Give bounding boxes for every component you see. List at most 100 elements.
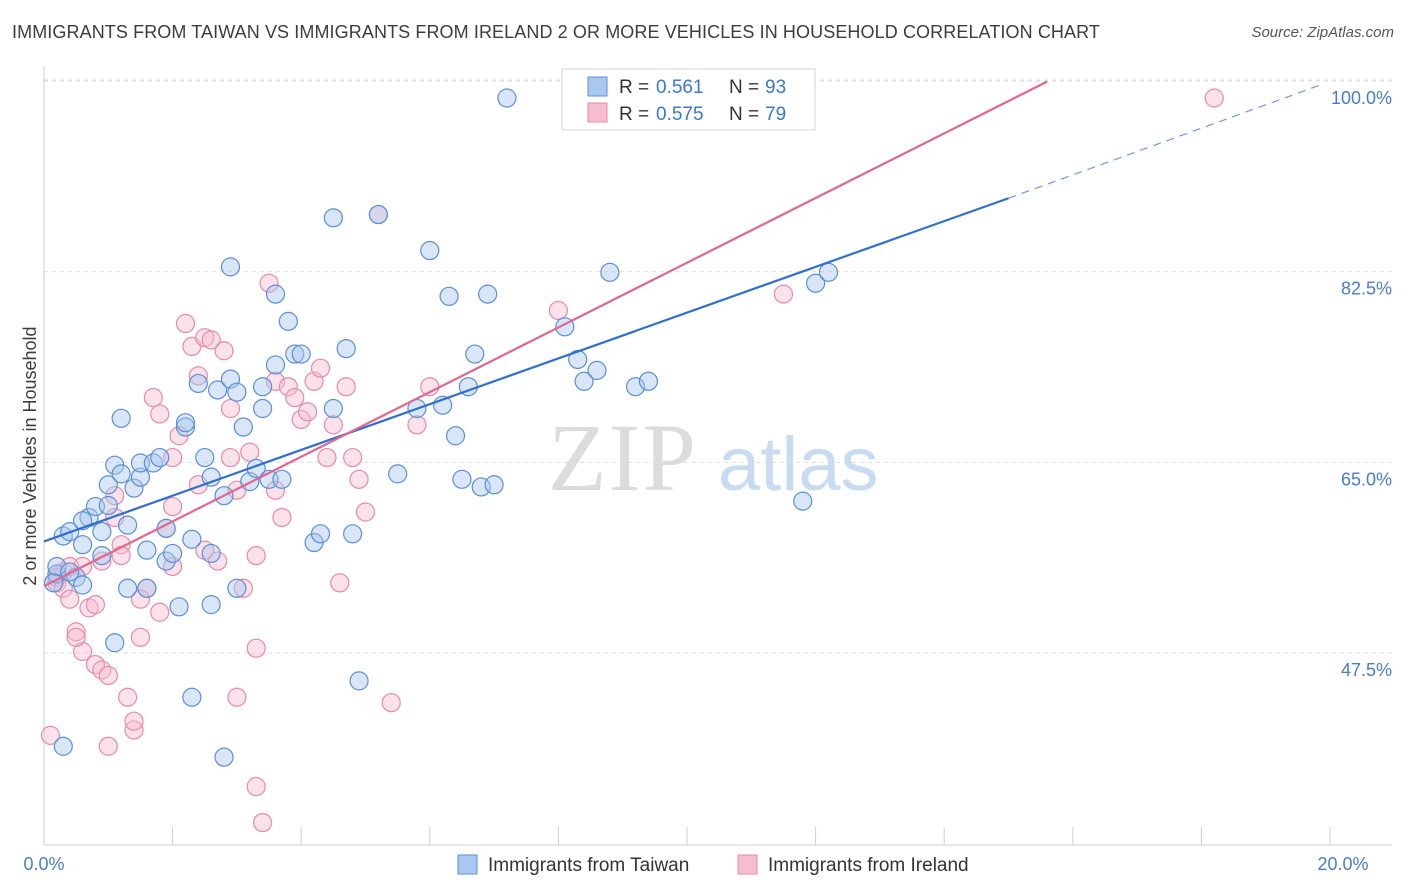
taiwan-point xyxy=(220,257,241,277)
legend-swatch-taiwan xyxy=(587,76,608,97)
y-tick-label: 100.0% xyxy=(1331,88,1392,108)
ireland-point xyxy=(98,665,118,686)
ireland-point xyxy=(272,507,292,528)
ireland-point xyxy=(407,415,427,435)
taiwan-point xyxy=(439,286,459,306)
taiwan-point xyxy=(195,447,215,468)
legend-n-label-taiwan: N = xyxy=(729,77,759,98)
ireland-point xyxy=(208,551,228,571)
x-tick-label-max: 20.0% xyxy=(1317,854,1368,874)
ireland-point xyxy=(201,330,221,350)
ireland-point xyxy=(355,502,376,522)
ireland-point xyxy=(278,377,298,397)
ireland-point xyxy=(298,402,318,422)
ireland-point xyxy=(310,358,331,378)
ireland-point xyxy=(214,341,234,361)
taiwan-point xyxy=(349,671,369,691)
ireland-point xyxy=(66,622,86,642)
taiwan-point xyxy=(92,522,112,542)
taiwan-point xyxy=(182,687,202,707)
ireland-point xyxy=(336,377,356,397)
source-label: Source: ZipAtlas.com xyxy=(1251,24,1394,41)
ireland-point xyxy=(188,366,208,386)
taiwan-point xyxy=(137,540,157,560)
taiwan-trend-line xyxy=(43,197,1009,543)
legend-swatch-ireland xyxy=(587,102,608,123)
taiwan-point xyxy=(117,515,138,535)
taiwan-point xyxy=(343,524,363,544)
bottom-legend-swatch-ireland xyxy=(737,854,758,875)
taiwan-point xyxy=(323,208,343,228)
taiwan-point xyxy=(150,447,170,468)
y-tick-label: 47.5% xyxy=(1341,660,1392,680)
y-tick-label: 65.0% xyxy=(1341,469,1392,489)
ireland-point xyxy=(40,725,61,745)
trend-lines xyxy=(43,80,1324,588)
taiwan-point xyxy=(323,398,343,419)
taiwan-point xyxy=(111,408,131,428)
ireland-point xyxy=(143,388,163,408)
series-legend: Immigrants from Taiwan Immigrants from I… xyxy=(457,854,969,876)
x-tick-label-min: 0.0% xyxy=(23,854,64,874)
taiwan-points xyxy=(44,88,839,767)
taiwan-point xyxy=(182,529,202,549)
ireland-point xyxy=(285,388,305,408)
ireland-point xyxy=(1204,88,1224,108)
taiwan-point xyxy=(137,578,157,598)
ireland-point xyxy=(259,273,279,293)
ireland-point xyxy=(105,486,125,506)
legend-r-label-taiwan: R = xyxy=(619,77,649,98)
taiwan-point xyxy=(265,355,286,375)
taiwan-point xyxy=(163,543,183,564)
taiwan-point xyxy=(253,398,273,419)
chart-title: IMMIGRANTS FROM TAIWAN VS IMMIGRANTS FRO… xyxy=(12,22,1101,42)
taiwan-point xyxy=(278,311,298,331)
bottom-legend-label-ireland: Immigrants from Ireland xyxy=(768,855,969,876)
taiwan-point xyxy=(265,284,286,304)
legend-r-value-taiwan: 0.561 xyxy=(656,77,704,98)
taiwan-point xyxy=(214,747,234,767)
ireland-point xyxy=(246,545,266,566)
y-tick-label: 82.5% xyxy=(1341,279,1392,299)
bottom-legend-swatch-taiwan xyxy=(457,854,478,875)
ireland-point xyxy=(323,415,343,435)
ireland-point xyxy=(381,693,401,713)
taiwan-point xyxy=(53,736,73,756)
ireland-point xyxy=(548,300,569,321)
ireland-point xyxy=(124,711,144,731)
legend-n-value-ireland: 79 xyxy=(765,104,786,125)
bottom-legend-label-taiwan: Immigrants from Taiwan xyxy=(488,855,689,876)
taiwan-point xyxy=(188,373,208,394)
ireland-point xyxy=(130,589,151,609)
legend-n-value-taiwan: 93 xyxy=(765,77,786,98)
ireland-point xyxy=(66,627,86,647)
taiwan-point xyxy=(465,344,485,364)
ireland-point xyxy=(130,627,151,647)
taiwan-point xyxy=(201,467,221,487)
ireland-point xyxy=(150,404,170,424)
ireland-point xyxy=(330,573,350,593)
ireland-point xyxy=(150,602,170,622)
ireland-point xyxy=(246,776,266,797)
ireland-point xyxy=(343,447,363,468)
ireland-point xyxy=(98,736,118,756)
ireland-point xyxy=(233,578,253,598)
ireland-point xyxy=(349,469,369,489)
ireland-point xyxy=(265,480,286,500)
taiwan-point xyxy=(156,551,176,571)
legend-n-label-ireland: N = xyxy=(729,104,759,125)
taiwan-point xyxy=(272,469,292,489)
taiwan-point xyxy=(291,344,311,364)
ireland-point xyxy=(317,447,337,468)
taiwan-point xyxy=(310,524,331,544)
grid-layer xyxy=(44,79,1392,654)
taiwan-point xyxy=(130,467,151,487)
ireland-point xyxy=(773,284,794,304)
taiwan-point xyxy=(420,240,440,261)
taiwan-point xyxy=(587,360,607,380)
ireland-trend-line xyxy=(43,80,1048,588)
ireland-point xyxy=(85,595,106,615)
correlation-legend: R = 0.561 N = 93 R = 0.575 N = 79 xyxy=(561,68,816,131)
taiwan-point xyxy=(201,595,221,615)
